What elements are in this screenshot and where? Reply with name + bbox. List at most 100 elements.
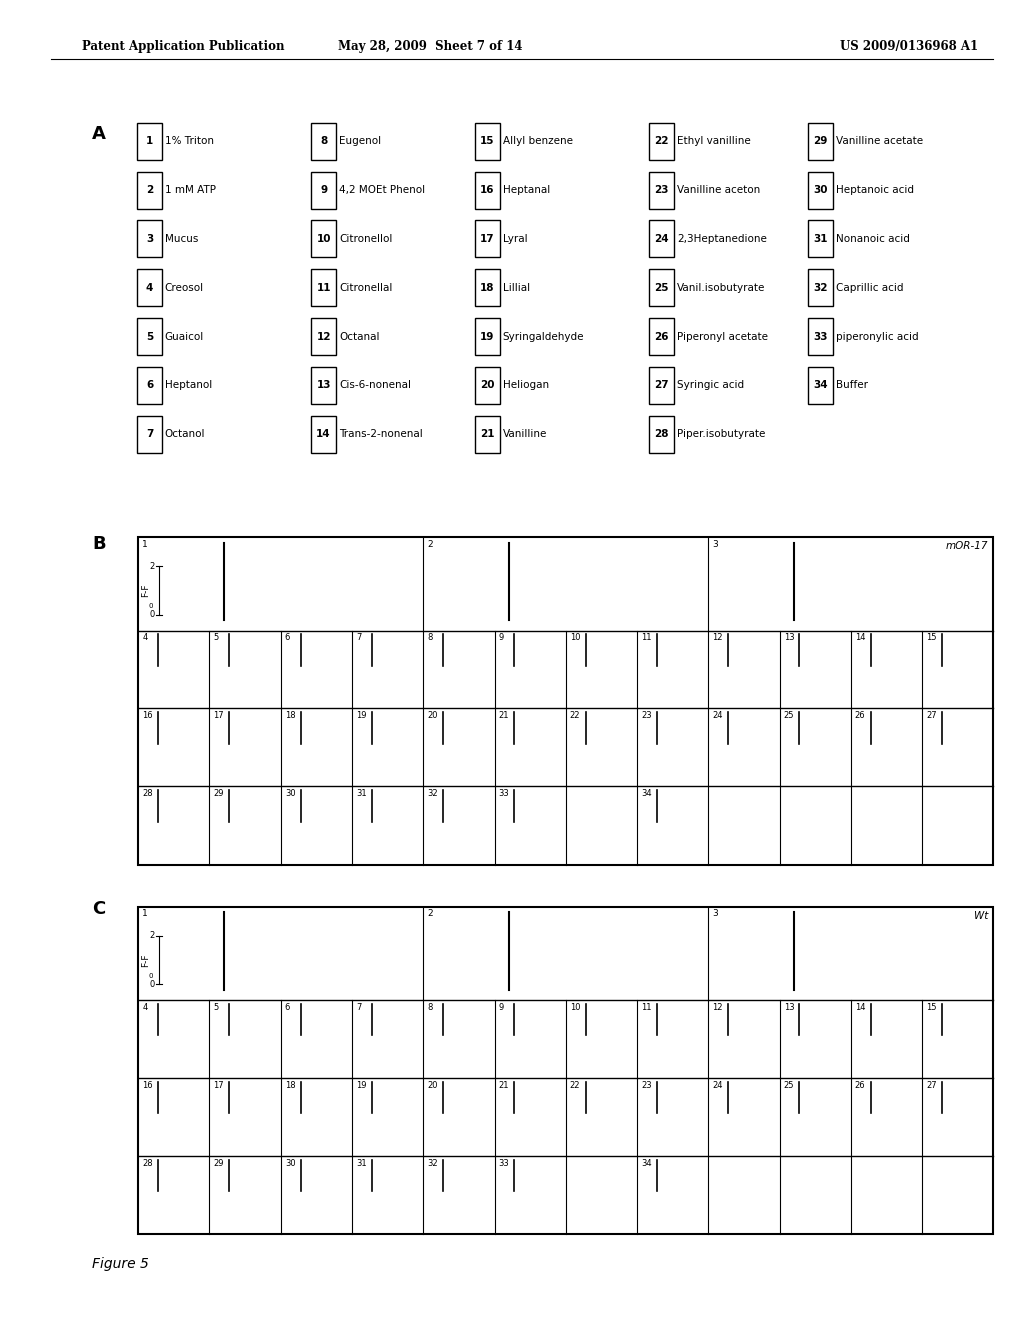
Text: 16: 16 <box>142 1081 153 1090</box>
Text: 30: 30 <box>285 1159 296 1168</box>
Text: 22: 22 <box>569 711 581 721</box>
Text: 25: 25 <box>783 1081 795 1090</box>
Text: 14: 14 <box>316 429 331 440</box>
Text: 26: 26 <box>855 711 865 721</box>
Text: 2: 2 <box>150 932 155 940</box>
Text: 8: 8 <box>319 136 328 147</box>
Text: 0: 0 <box>148 973 153 979</box>
Text: Eugenol: Eugenol <box>339 136 381 147</box>
Text: 1: 1 <box>145 136 154 147</box>
Text: Patent Application Publication: Patent Application Publication <box>82 40 285 53</box>
Text: 4: 4 <box>142 634 147 642</box>
Text: mOR-17: mOR-17 <box>945 541 988 552</box>
Text: 20: 20 <box>427 1081 438 1090</box>
Text: Figure 5: Figure 5 <box>92 1257 150 1271</box>
Text: 34: 34 <box>641 1159 651 1168</box>
Text: 3: 3 <box>713 909 718 919</box>
Text: 23: 23 <box>641 1081 651 1090</box>
Text: 12: 12 <box>713 1003 723 1011</box>
Text: 13: 13 <box>783 634 795 642</box>
Text: Heliogan: Heliogan <box>503 380 549 391</box>
Text: 27: 27 <box>926 1081 937 1090</box>
Text: C: C <box>92 900 105 919</box>
Text: 21: 21 <box>480 429 495 440</box>
Text: 21: 21 <box>499 711 509 721</box>
Text: F-F: F-F <box>141 583 150 597</box>
Text: 0: 0 <box>150 610 155 619</box>
Text: 34: 34 <box>641 789 651 799</box>
Text: 11: 11 <box>641 634 651 642</box>
Text: 8: 8 <box>427 634 433 642</box>
Text: 9: 9 <box>499 1003 504 1011</box>
Text: 6: 6 <box>285 634 290 642</box>
Text: 2: 2 <box>427 909 433 919</box>
Text: Trans-2-nonenal: Trans-2-nonenal <box>339 429 423 440</box>
Text: Octanal: Octanal <box>339 331 380 342</box>
Text: 21: 21 <box>499 1081 509 1090</box>
Text: 19: 19 <box>480 331 495 342</box>
Text: 12: 12 <box>713 634 723 642</box>
Text: B: B <box>92 535 105 553</box>
Text: 15: 15 <box>926 1003 937 1011</box>
Text: 20: 20 <box>427 711 438 721</box>
Text: 15: 15 <box>480 136 495 147</box>
Text: 8: 8 <box>427 1003 433 1011</box>
Text: 14: 14 <box>855 1003 865 1011</box>
Text: 24: 24 <box>713 711 723 721</box>
Text: 31: 31 <box>356 789 367 799</box>
Text: Piperonyl acetate: Piperonyl acetate <box>677 331 768 342</box>
Text: Lillial: Lillial <box>503 282 529 293</box>
Text: Citronellol: Citronellol <box>339 234 392 244</box>
Text: 11: 11 <box>641 1003 651 1011</box>
Text: 5: 5 <box>214 1003 219 1011</box>
Text: 1: 1 <box>142 909 148 919</box>
Text: Octanol: Octanol <box>165 429 206 440</box>
Text: 17: 17 <box>214 711 224 721</box>
Text: 19: 19 <box>356 1081 367 1090</box>
Text: piperonylic acid: piperonylic acid <box>836 331 919 342</box>
Text: 3: 3 <box>713 540 718 549</box>
Text: 15: 15 <box>926 634 937 642</box>
Text: 4: 4 <box>142 1003 147 1011</box>
Text: 5: 5 <box>214 634 219 642</box>
Text: 30: 30 <box>813 185 827 195</box>
Text: 12: 12 <box>316 331 331 342</box>
Text: Vanil.isobutyrate: Vanil.isobutyrate <box>677 282 765 293</box>
Text: 25: 25 <box>783 711 795 721</box>
Text: Heptanoic acid: Heptanoic acid <box>836 185 913 195</box>
Text: Syringaldehyde: Syringaldehyde <box>503 331 585 342</box>
Text: Cis-6-nonenal: Cis-6-nonenal <box>339 380 411 391</box>
Text: Lyral: Lyral <box>503 234 527 244</box>
Text: 18: 18 <box>285 711 296 721</box>
Text: A: A <box>92 125 106 144</box>
Text: 11: 11 <box>316 282 331 293</box>
Text: 2: 2 <box>145 185 154 195</box>
Text: Caprillic acid: Caprillic acid <box>836 282 903 293</box>
Text: 4,2 MOEt Phenol: 4,2 MOEt Phenol <box>339 185 425 195</box>
Text: 24: 24 <box>654 234 669 244</box>
Text: 16: 16 <box>480 185 495 195</box>
Text: 34: 34 <box>813 380 827 391</box>
Text: 5: 5 <box>145 331 154 342</box>
Text: 32: 32 <box>427 789 438 799</box>
Text: 33: 33 <box>813 331 827 342</box>
Text: Vanilline acetate: Vanilline acetate <box>836 136 923 147</box>
Text: 2: 2 <box>150 562 155 570</box>
Text: 22: 22 <box>654 136 669 147</box>
Text: 32: 32 <box>427 1159 438 1168</box>
Text: 31: 31 <box>356 1159 367 1168</box>
Text: Nonanoic acid: Nonanoic acid <box>836 234 909 244</box>
Text: Syringic acid: Syringic acid <box>677 380 744 391</box>
Text: Allyl benzene: Allyl benzene <box>503 136 572 147</box>
Text: 13: 13 <box>783 1003 795 1011</box>
Text: 4: 4 <box>145 282 154 293</box>
Text: 30: 30 <box>285 789 296 799</box>
Text: Ethyl vanilline: Ethyl vanilline <box>677 136 751 147</box>
Text: 33: 33 <box>499 789 509 799</box>
Text: Mucus: Mucus <box>165 234 199 244</box>
Text: Wt: Wt <box>974 911 988 921</box>
Text: May 28, 2009  Sheet 7 of 14: May 28, 2009 Sheet 7 of 14 <box>338 40 522 53</box>
Text: 10: 10 <box>569 634 581 642</box>
Text: 10: 10 <box>569 1003 581 1011</box>
Text: 22: 22 <box>569 1081 581 1090</box>
